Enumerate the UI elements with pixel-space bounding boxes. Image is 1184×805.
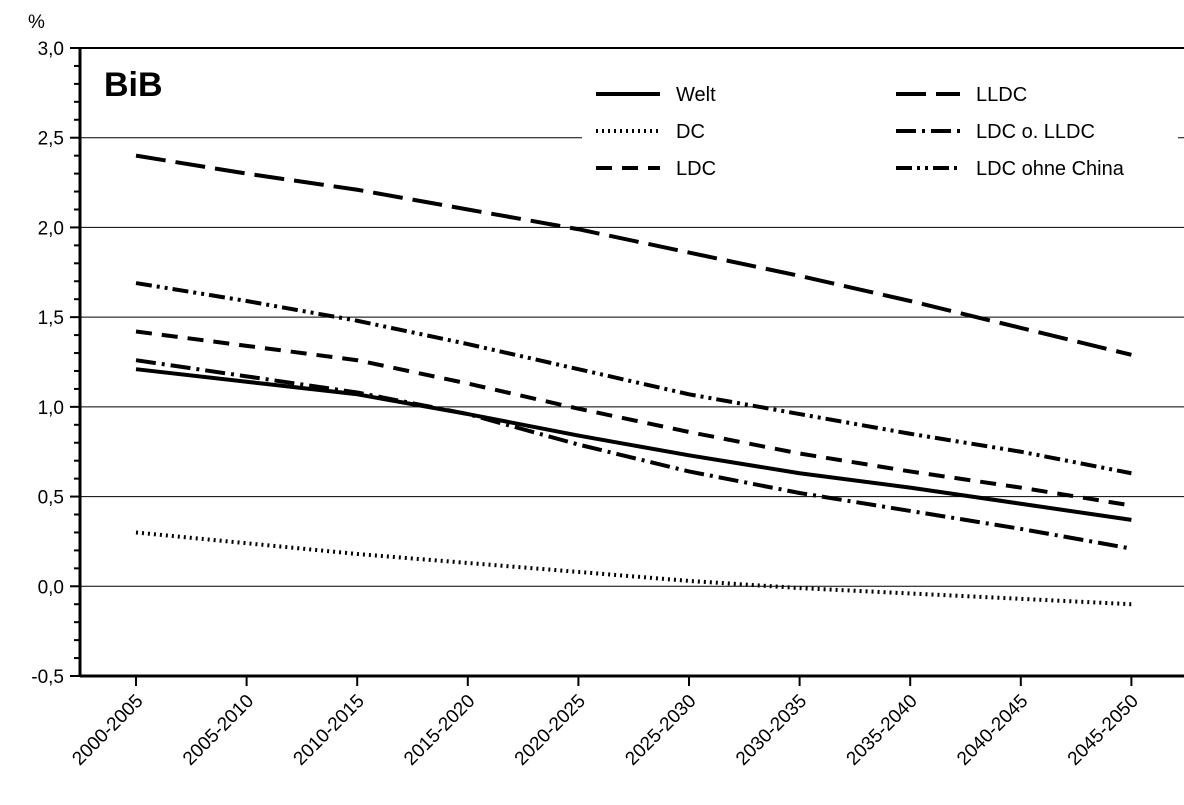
grid-lines	[80, 137, 1184, 587]
x-tick-label: 2020-2025	[511, 691, 590, 770]
series-line-ldc-o-lldc	[135, 358, 1132, 551]
series-line-welt	[135, 367, 1132, 522]
x-tick-label: 2030-2035	[732, 691, 811, 770]
x-tick-label: 2035-2040	[843, 691, 922, 770]
legend-background	[582, 80, 1178, 192]
y-tick-label: -0,5	[31, 667, 64, 688]
x-tick-label: 2040-2045	[953, 691, 1032, 770]
series-line-dc	[135, 530, 1132, 607]
legend-label: LDC o. LLDC	[976, 121, 1095, 143]
watermark-logo: BiB	[104, 66, 163, 104]
series-lines	[135, 153, 1132, 607]
legend: Welt DC LDC LLDC LDC o. LLDC LDC ohne China	[582, 80, 1178, 192]
x-tick-label: 2015-2020	[400, 691, 479, 770]
y-tick-label: 0,0	[38, 577, 64, 598]
y-tick-label: 1,0	[38, 398, 64, 419]
series-line-lldc	[135, 153, 1132, 357]
y-tick-label: 3,0	[38, 39, 64, 60]
x-tick-label: 2005-2010	[179, 691, 258, 770]
x-tick-label: 2025-2030	[621, 691, 700, 770]
y-axis-unit-label: %	[28, 12, 45, 33]
x-tick-label: 2010-2015	[290, 691, 369, 770]
legend-label: LDC ohne China	[976, 158, 1125, 180]
legend-label: LLDC	[976, 84, 1027, 106]
x-tick-label: 2045-2050	[1064, 691, 1143, 770]
y-tick-label: 0,5	[38, 488, 64, 509]
y-tick-label: 2,5	[38, 129, 64, 150]
legend-label: LDC	[676, 158, 716, 180]
y-ticks: -0,5 0,0 0,5 1,0 1,5 2,0 2,5 3,0	[31, 39, 80, 688]
x-ticks: 2000-2005 2005-2010 2010-2015 2015-2020 2020…	[68, 676, 1143, 770]
legend-label: Welt	[676, 84, 716, 106]
y-tick-label: 2,0	[38, 218, 64, 239]
axes	[78, 47, 1184, 678]
y-tick-label: 1,5	[38, 308, 64, 329]
legend-label: DC	[676, 121, 705, 143]
series-line-ldc-ohne-china	[135, 281, 1132, 476]
series-line-ldc	[135, 329, 1132, 508]
x-tick-label: 2000-2005	[68, 691, 147, 770]
